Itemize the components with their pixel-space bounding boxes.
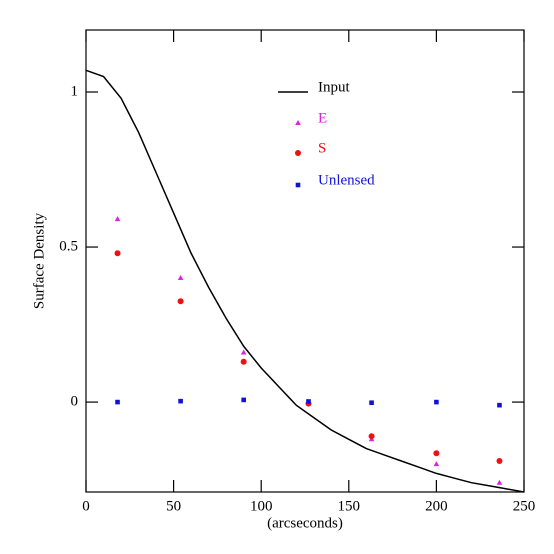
y-tick-label: 1 xyxy=(71,83,79,99)
x-tick-label: 250 xyxy=(513,498,536,514)
triangle-marker xyxy=(433,461,440,467)
plot-frame xyxy=(85,29,525,493)
triangle-marker xyxy=(496,479,503,485)
y-tick-label: 0 xyxy=(71,394,79,410)
legend-label: Unlensed xyxy=(318,172,375,188)
circle-marker xyxy=(240,358,247,365)
x-tick-label: 150 xyxy=(338,498,361,514)
square-marker xyxy=(178,398,183,404)
square-marker xyxy=(241,397,246,403)
legend-label: E xyxy=(318,110,327,126)
circle-marker xyxy=(295,150,301,156)
x-tick-label: 50 xyxy=(166,498,181,514)
circle-marker xyxy=(433,450,440,457)
legend-label: S xyxy=(318,140,326,156)
circle-marker xyxy=(368,433,375,440)
y-axis-label: Surface Density xyxy=(31,212,47,309)
x-tick-label: 100 xyxy=(250,498,273,514)
circle-marker xyxy=(114,250,121,257)
circle-marker xyxy=(177,298,184,305)
square-marker xyxy=(306,399,311,404)
triangle-marker xyxy=(240,349,247,355)
square-marker xyxy=(115,399,120,405)
y-tick-label: 0.5 xyxy=(59,238,78,254)
x-tick-label: 200 xyxy=(425,498,448,514)
square-marker xyxy=(497,402,502,408)
x-tick-label: 0 xyxy=(82,498,90,514)
circle-marker xyxy=(496,457,503,464)
square-marker xyxy=(369,400,374,406)
triangle-marker xyxy=(114,216,121,222)
legend-label: Input xyxy=(318,79,350,95)
line-series xyxy=(85,69,525,493)
square-marker xyxy=(434,399,439,405)
triangle-marker xyxy=(177,275,184,281)
x-axis-label: (arcseconds) xyxy=(267,515,343,531)
triangle-marker xyxy=(295,120,301,125)
square-marker xyxy=(295,182,301,188)
